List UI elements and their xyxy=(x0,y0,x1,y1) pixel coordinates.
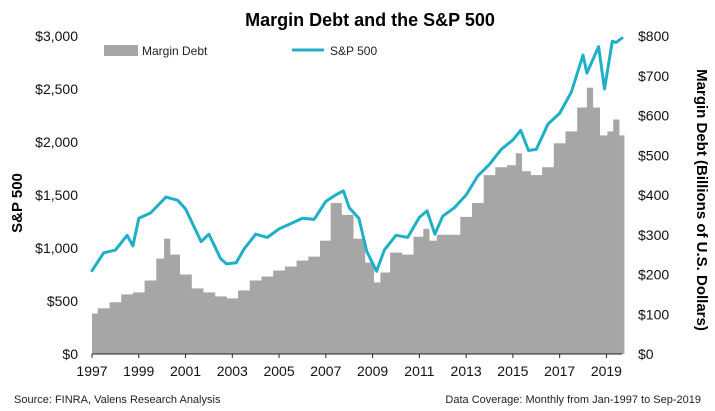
margin-debt-bar xyxy=(436,234,449,355)
x-tick-label: 1999 xyxy=(123,363,154,379)
margin-debt-bar xyxy=(284,266,297,354)
y-left-axis-title: S&P 500 xyxy=(9,173,26,233)
y-right-tick-label: $600 xyxy=(638,108,669,124)
x-tick-label: 2019 xyxy=(591,363,622,379)
margin-debt-bar xyxy=(401,254,414,354)
margin-debt-bar xyxy=(341,214,354,354)
y-left-tick-label: $1,500 xyxy=(35,187,78,203)
margin-debt-bar xyxy=(179,274,192,354)
x-tick-label: 2005 xyxy=(263,363,294,379)
margin-debt-bar xyxy=(121,294,134,354)
y-right-tick-label: $0 xyxy=(638,346,654,362)
margin-debt-bar xyxy=(92,313,99,354)
margin-debt-bar xyxy=(353,238,366,354)
legend-swatch-margin-debt xyxy=(104,45,138,56)
margin-debt-bar xyxy=(226,298,239,354)
x-axis-ticks: 1997 1999 2001 2003 2005 2007 2009 2011 2013 2015… xyxy=(76,354,622,379)
margin-debt-bar xyxy=(553,143,566,354)
margin-debt-bar xyxy=(607,131,614,354)
y-right-tick-label: $800 xyxy=(638,28,669,44)
margin-debt-bar xyxy=(261,276,274,354)
margin-debt-bar xyxy=(320,240,332,354)
margin-debt-bars xyxy=(92,87,625,355)
margin-debt-bar xyxy=(429,240,438,354)
margin-debt-bar xyxy=(530,175,543,354)
legend-label-sp500: S&P 500 xyxy=(330,44,377,58)
margin-debt-bar xyxy=(373,282,381,354)
margin-debt-bar xyxy=(238,290,251,354)
margin-debt-bar xyxy=(613,119,620,354)
y-right-tick-label: $500 xyxy=(638,147,669,163)
margin-debt-bar xyxy=(249,280,262,354)
legend-label-margin-debt: Margin Debt xyxy=(142,44,208,58)
margin-debt-bar xyxy=(308,256,321,354)
margin-debt-bar xyxy=(191,288,204,354)
x-tick-label: 2015 xyxy=(497,363,528,379)
margin-debt-bar xyxy=(423,228,430,354)
margin-debt-bar xyxy=(521,171,531,354)
y-right-tick-label: $200 xyxy=(638,267,669,283)
margin-debt-bar xyxy=(592,107,600,354)
margin-debt-bar xyxy=(156,258,165,354)
y-right-tick-label: $100 xyxy=(638,306,669,322)
margin-debt-bar xyxy=(577,107,588,354)
y-left-axis-ticks: $0 $500 $1,000 $1,500 $2,000 $2,500 $3,000 xyxy=(35,28,78,362)
margin-debt-bar xyxy=(132,292,145,354)
y-right-axis-title: Margin Debt (Billions of U.S. Dollars) xyxy=(693,69,710,331)
margin-debt-bar xyxy=(542,167,555,354)
y-right-tick-label: $400 xyxy=(638,187,669,203)
y-right-tick-label: $700 xyxy=(638,68,669,84)
margin-debt-bar xyxy=(599,135,608,354)
margin-debt-bar xyxy=(460,216,473,354)
margin-debt-bar xyxy=(296,260,309,354)
margin-debt-bar xyxy=(109,302,122,354)
chart-title: Margin Debt and the S&P 500 xyxy=(245,10,495,30)
y-left-tick-label: $0 xyxy=(62,346,78,362)
margin-debt-bar xyxy=(515,153,522,354)
y-right-axis-ticks: $0 $100 $200 $300 $400 $500 $600 $700 $800 xyxy=(638,28,669,362)
margin-debt-bar xyxy=(214,296,227,354)
margin-debt-bar xyxy=(203,292,216,354)
margin-debt-bar xyxy=(330,203,342,354)
margin-debt-bar xyxy=(380,272,391,354)
footer-coverage: Data Coverage: Monthly from Jan-1997 to … xyxy=(445,394,701,406)
x-tick-label: 2001 xyxy=(170,363,201,379)
x-tick-label: 2009 xyxy=(357,363,388,379)
margin-debt-bar xyxy=(390,252,403,354)
x-tick-label: 2007 xyxy=(310,363,341,379)
margin-debt-bar xyxy=(164,238,171,354)
footer-source: Source: FINRA, Valens Research Analysis xyxy=(14,394,221,406)
y-right-tick-label: $300 xyxy=(638,227,669,243)
margin-debt-bar xyxy=(483,175,496,354)
margin-debt-bar xyxy=(507,165,517,354)
x-tick-label: 2011 xyxy=(404,363,434,379)
margin-debt-bar xyxy=(619,135,625,354)
x-tick-label: 2017 xyxy=(544,363,575,379)
y-left-tick-label: $1,000 xyxy=(35,240,78,256)
margin-debt-bar xyxy=(273,270,286,354)
y-left-tick-label: $2,500 xyxy=(35,81,78,97)
margin-debt-bar xyxy=(495,167,508,354)
margin-debt-bar xyxy=(586,87,594,354)
margin-debt-bar xyxy=(448,234,461,355)
x-tick-label: 2013 xyxy=(451,363,482,379)
legend: Margin Debt S&P 500 xyxy=(104,44,377,58)
margin-debt-bar xyxy=(413,236,424,354)
x-tick-label: 2003 xyxy=(217,363,248,379)
margin-debt-bar xyxy=(144,280,157,354)
x-tick-label: 1997 xyxy=(76,363,107,379)
margin-debt-bar xyxy=(472,203,485,354)
y-left-tick-label: $3,000 xyxy=(35,28,78,44)
sp500-line-layer xyxy=(90,36,624,273)
y-left-tick-label: $2,000 xyxy=(35,134,78,150)
margin-debt-bar xyxy=(565,131,578,354)
margin-debt-bar xyxy=(169,254,180,354)
margin-debt-bar xyxy=(364,262,374,354)
y-left-tick-label: $500 xyxy=(47,293,78,309)
margin-debt-bar xyxy=(97,308,110,354)
